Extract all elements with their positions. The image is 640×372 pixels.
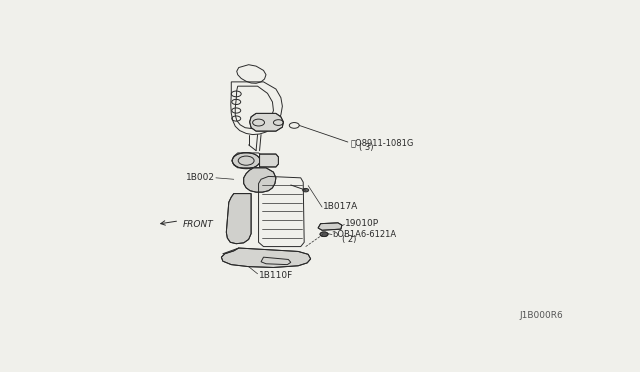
Polygon shape xyxy=(227,193,251,244)
Polygon shape xyxy=(260,154,278,167)
Circle shape xyxy=(303,189,308,192)
Circle shape xyxy=(320,232,328,237)
Text: 19010P: 19010P xyxy=(346,219,380,228)
Circle shape xyxy=(232,153,260,169)
Polygon shape xyxy=(236,86,273,129)
Text: 1B002: 1B002 xyxy=(186,173,215,182)
Text: FRONT: FRONT xyxy=(183,220,214,229)
Text: 1B017A: 1B017A xyxy=(323,202,358,211)
Text: ( 3): ( 3) xyxy=(359,143,374,152)
Polygon shape xyxy=(318,223,342,230)
Text: 1B110F: 1B110F xyxy=(259,271,293,280)
Polygon shape xyxy=(221,248,310,267)
Text: ␢OB1A6-6121A: ␢OB1A6-6121A xyxy=(333,230,397,239)
Text: ( 2): ( 2) xyxy=(342,235,356,244)
Text: ⓝO8911-1081G: ⓝO8911-1081G xyxy=(350,138,413,147)
Text: J1B000R6: J1B000R6 xyxy=(520,311,564,320)
Polygon shape xyxy=(244,168,276,192)
Polygon shape xyxy=(250,113,284,131)
